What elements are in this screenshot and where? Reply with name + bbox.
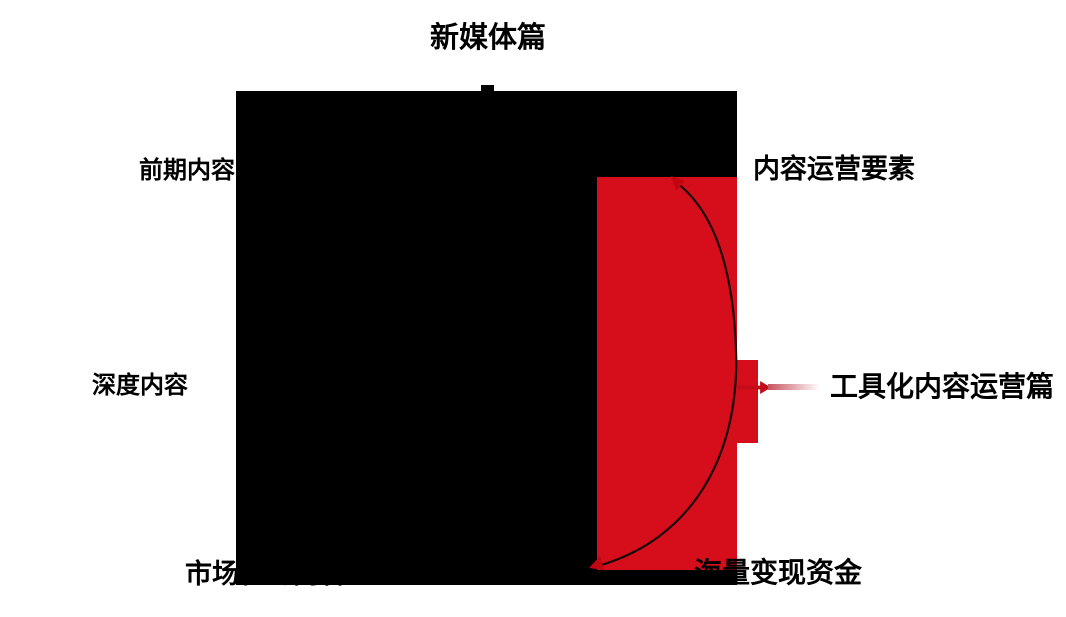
label-left-middle: 深度内容 — [92, 371, 188, 399]
red-highlight-region — [597, 177, 737, 570]
label-bottom-right: 海量变现资金 — [694, 556, 863, 589]
label-right-middle: 工具化内容运营篇 — [830, 370, 1055, 403]
diagram-title: 新媒体篇 — [430, 20, 547, 54]
label-left-top: 前期内容 — [139, 156, 235, 184]
label-right-top: 内容运营要素 — [753, 154, 915, 185]
red-side-tab — [737, 360, 758, 443]
pointer-fade-line — [768, 384, 820, 390]
black-square-top-tab — [481, 85, 494, 93]
